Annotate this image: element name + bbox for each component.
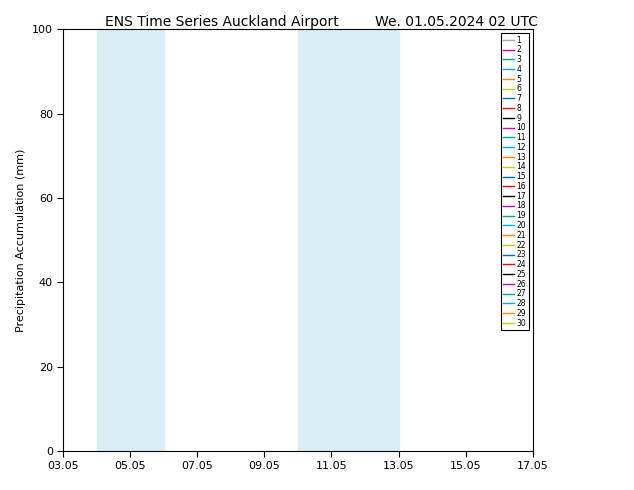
Bar (97, 29, 164, 451)
Legend: 1, 2, 3, 4, 5, 6, 7, 8, 9, 10, 11, 12, 13, 14, 15, 16, 17, 18, 19, 20, 21, 22, 2: 1, 2, 3, 4, 5, 6, 7, 8, 9, 10, 11, 12, 1… (501, 33, 529, 330)
Text: We. 01.05.2024 02 UTC: We. 01.05.2024 02 UTC (375, 15, 538, 29)
Bar (298, 29, 399, 451)
Text: ENS Time Series Auckland Airport: ENS Time Series Auckland Airport (105, 15, 339, 29)
Y-axis label: Precipitation Accumulation (mm): Precipitation Accumulation (mm) (16, 148, 27, 332)
